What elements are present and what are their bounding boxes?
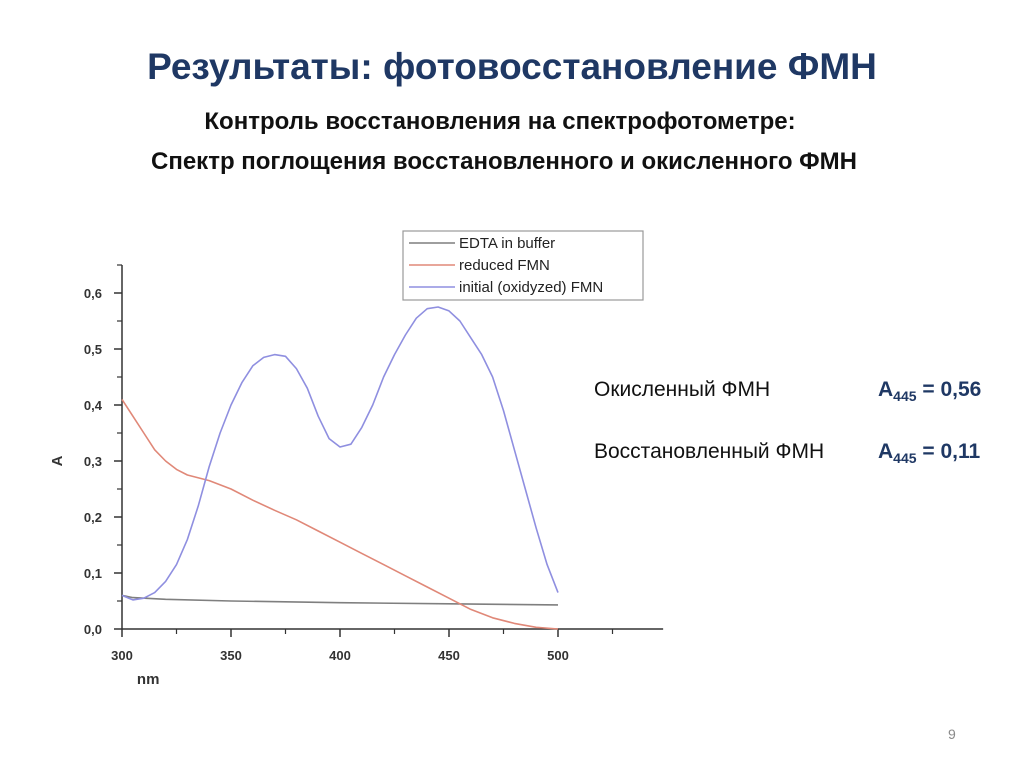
chart-legend: EDTA in buffer reduced FMN initial (oxidyz… [402,230,644,301]
reduced-number: = 0,11 [916,440,981,463]
legend-entry-3: initial (oxidyzed) FMN [459,279,603,296]
x-tick-label: 500 [547,648,569,663]
series-line-3 [121,306,559,601]
reduced-fmn-label: Восстановленный ФМН [594,440,825,463]
oxidized-fmn-label: Окисленный ФМН [594,378,771,401]
slide-title: Результаты: фотовосстановление ФМН [147,46,877,87]
x-axis-label: nm [137,671,160,688]
y-tick-label: 0,1 [84,566,102,581]
oxidized-subscript: 445 [893,388,917,405]
reduced-fmn-note: Восстановленный ФМН A445 = 0,11 [594,440,980,466]
reduced-fmn-value: A445 = 0,11 [878,440,980,466]
chart-axes: 300 350 400 450 500 0,0 0,1 0,2 0,3 0,4 0,5 0,6 nm A [49,264,664,688]
x-tick-label: 350 [220,648,242,663]
chart-series [121,306,559,630]
y-tick-label: 0,4 [84,398,103,413]
legend-entry-1: EDTA in buffer [459,235,555,252]
oxidized-symbol: A [878,378,894,401]
x-tick-label: 300 [111,648,133,663]
series-line-2 [121,398,559,630]
x-tick-label: 450 [438,648,460,663]
page-number: 9 [948,726,956,742]
slide-subtitle-line2: Спектр поглощения восстановленного и оки… [151,148,857,175]
oxidized-number: = 0,56 [916,378,982,401]
y-tick-label: 0,6 [84,286,102,301]
y-tick-label: 0,2 [84,510,102,525]
reduced-subscript: 445 [893,450,917,467]
y-tick-label: 0,0 [84,622,102,637]
series-line-1 [121,594,559,606]
y-tick-label: 0,5 [84,342,102,357]
y-tick-label: 0,3 [84,454,102,469]
x-tick-label: 400 [329,648,351,663]
oxidized-fmn-note: Окисленный ФМН A445 = 0,56 [594,378,981,404]
y-axis-label: A [49,455,66,466]
reduced-symbol: A [878,440,894,463]
slide-subtitle-line1: Контроль восстановления на спектрофотоме… [204,108,796,135]
legend-entry-2: reduced FMN [459,257,550,274]
oxidized-fmn-value: A445 = 0,56 [878,378,981,404]
